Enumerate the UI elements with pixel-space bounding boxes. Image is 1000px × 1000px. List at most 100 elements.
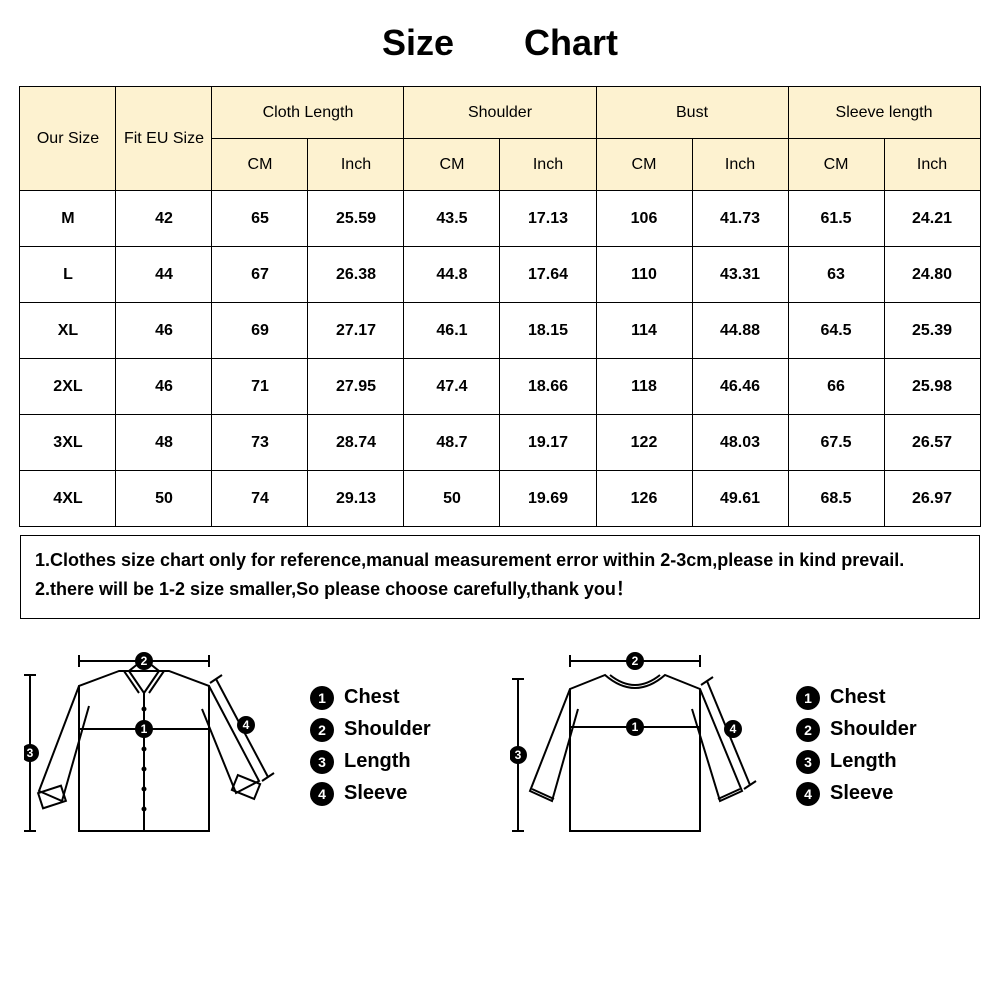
legend-num-icon: 2: [310, 718, 334, 742]
cell-eu: 46: [116, 359, 212, 415]
crewneck-shirt-icon: 1 2 3 4: [510, 631, 780, 861]
cell-our: 3XL: [20, 415, 116, 471]
cell-eu: 44: [116, 247, 212, 303]
cell-cloth_in: 28.74: [308, 415, 404, 471]
cell-bust_cm: 122: [596, 415, 692, 471]
cell-sh_in: 17.64: [500, 247, 596, 303]
sub-inch: Inch: [308, 139, 404, 191]
cell-cloth_cm: 73: [212, 415, 308, 471]
cell-sh_cm: 47.4: [404, 359, 500, 415]
cell-bust_cm: 106: [596, 191, 692, 247]
col-shoulder: Shoulder: [404, 87, 596, 139]
svg-text:4: 4: [243, 718, 250, 732]
cell-bust_cm: 126: [596, 471, 692, 527]
cell-bust_in: 44.88: [692, 303, 788, 359]
cell-eu: 48: [116, 415, 212, 471]
table-row: M426525.5943.517.1310641.7361.524.21: [20, 191, 980, 247]
legend-label: Sleeve: [344, 782, 407, 805]
sub-cm: CM: [596, 139, 692, 191]
legend-label: Length: [344, 750, 411, 773]
cell-bust_cm: 118: [596, 359, 692, 415]
cell-cloth_in: 29.13: [308, 471, 404, 527]
cell-sh_cm: 43.5: [404, 191, 500, 247]
legend-label: Length: [830, 750, 897, 773]
legend-item: 1Chest: [310, 686, 431, 710]
sub-inch: Inch: [692, 139, 788, 191]
legend-item: 4 Sleeve: [796, 782, 917, 806]
cell-sh_in: 18.15: [500, 303, 596, 359]
cell-sl_cm: 66: [788, 359, 884, 415]
legend-num-icon: 1: [310, 686, 334, 710]
col-bust: Bust: [596, 87, 788, 139]
cell-sh_in: 18.66: [500, 359, 596, 415]
col-fit-eu-size: Fit EU Size: [116, 87, 212, 191]
note-line-2: 2.there will be 1-2 size smaller,So plea…: [35, 575, 965, 604]
table-row: XL466927.1746.118.1511444.8864.525.39: [20, 303, 980, 359]
cell-cloth_cm: 69: [212, 303, 308, 359]
size-chart-page: Size Chart Our Size Fit EU Size Cloth Le…: [0, 0, 1000, 1000]
legend-label: Shoulder: [344, 718, 431, 741]
col-sleeve-length: Sleeve length: [788, 87, 980, 139]
cell-sh_cm: 48.7: [404, 415, 500, 471]
legend-label: Sleeve: [830, 782, 893, 805]
legend-item: 4 Sleeve: [310, 782, 431, 806]
cell-sh_cm: 46.1: [404, 303, 500, 359]
cell-cloth_cm: 71: [212, 359, 308, 415]
legend-num-icon: 3: [796, 750, 820, 774]
svg-text:2: 2: [141, 654, 148, 668]
svg-text:3: 3: [27, 746, 34, 760]
legend-item: 1Chest: [796, 686, 917, 710]
cell-sh_in: 17.13: [500, 191, 596, 247]
cell-sh_cm: 50: [404, 471, 500, 527]
page-title: Size Chart: [0, 0, 1000, 86]
svg-text:3: 3: [515, 748, 522, 762]
table-row: L446726.3844.817.6411043.316324.80: [20, 247, 980, 303]
cell-sl_in: 24.80: [884, 247, 980, 303]
cell-cloth_cm: 65: [212, 191, 308, 247]
collared-shirt-icon: 1 2 3 4: [24, 631, 294, 861]
table-body: M426525.5943.517.1310641.7361.524.21L446…: [20, 191, 980, 527]
cell-bust_in: 46.46: [692, 359, 788, 415]
legend-crewneck: 1Chest 2Shoulder 3Length 4Sleeve: [796, 686, 917, 806]
cell-our: XL: [20, 303, 116, 359]
cell-eu: 46: [116, 303, 212, 359]
cell-our: 2XL: [20, 359, 116, 415]
cell-bust_in: 43.31: [692, 247, 788, 303]
legend-num-icon: 3: [310, 750, 334, 774]
svg-text:1: 1: [141, 722, 148, 736]
legend-num-icon: 2: [796, 718, 820, 742]
cell-our: M: [20, 191, 116, 247]
cell-cloth_in: 26.38: [308, 247, 404, 303]
cell-cloth_in: 25.59: [308, 191, 404, 247]
svg-text:1: 1: [632, 720, 639, 734]
cell-bust_cm: 110: [596, 247, 692, 303]
table-row: 3XL487328.7448.719.1712248.0367.526.57: [20, 415, 980, 471]
legend-num-icon: 4: [310, 782, 334, 806]
diagram-row: 1 2 3 4 1Chest 2Shoulder 3Length 4Sleeve: [20, 631, 980, 861]
cell-cloth_cm: 74: [212, 471, 308, 527]
cell-our: L: [20, 247, 116, 303]
cell-bust_in: 49.61: [692, 471, 788, 527]
table-head: Our Size Fit EU Size Cloth Length Should…: [20, 87, 980, 191]
size-table: Our Size Fit EU Size Cloth Length Should…: [19, 86, 980, 527]
legend-collared: 1Chest 2 Shoulder 3 Length 4 Sleeve: [310, 686, 431, 806]
svg-text:4: 4: [730, 722, 737, 736]
sub-cm: CM: [404, 139, 500, 191]
cell-sl_in: 24.21: [884, 191, 980, 247]
legend-num-icon: 4: [796, 782, 820, 806]
notes-box: 1.Clothes size chart only for reference,…: [20, 535, 980, 619]
col-our-size: Our Size: [20, 87, 116, 191]
cell-bust_in: 48.03: [692, 415, 788, 471]
table-row: 4XL507429.135019.6912649.6168.526.97: [20, 471, 980, 527]
diagram-crewneck-shirt: 1 2 3 4 1Chest 2Shoulder 3Length 4Sleeve: [510, 631, 976, 861]
col-cloth-length: Cloth Length: [212, 87, 404, 139]
legend-item: 2 Shoulder: [310, 718, 431, 742]
sub-cm: CM: [788, 139, 884, 191]
legend-item: 3 Length: [796, 750, 917, 774]
cell-sh_in: 19.69: [500, 471, 596, 527]
legend-label: Chest: [830, 686, 886, 709]
table-row: 2XL467127.9547.418.6611846.466625.98: [20, 359, 980, 415]
cell-sl_cm: 67.5: [788, 415, 884, 471]
sub-inch: Inch: [500, 139, 596, 191]
cell-cloth_in: 27.17: [308, 303, 404, 359]
